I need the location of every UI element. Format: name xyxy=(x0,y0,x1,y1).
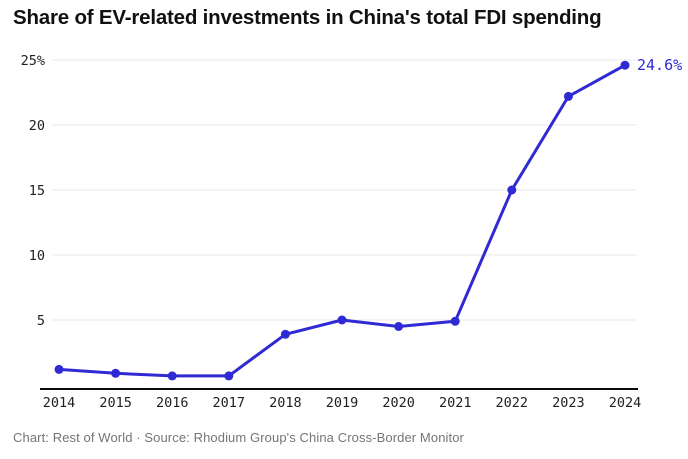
data-point xyxy=(620,60,630,70)
data-line xyxy=(57,63,627,378)
data-point xyxy=(167,371,177,381)
x-axis-tick-label: 2015 xyxy=(99,395,132,411)
x-axis-tick-label: 2019 xyxy=(326,395,359,411)
y-axis-tick-label: 20 xyxy=(29,118,45,134)
x-axis-tick-label: 2018 xyxy=(269,395,302,411)
y-axis-tick-label: 15 xyxy=(29,183,45,199)
chart-source-credit: Chart: Rest of World · Source: Rhodium G… xyxy=(13,430,464,445)
chart-title: Share of EV-related investments in China… xyxy=(13,6,602,29)
x-axis-tick-label: 2020 xyxy=(382,395,415,411)
data-point xyxy=(507,185,517,195)
x-axis-tick-label: 2014 xyxy=(43,395,76,411)
last-value-label: 24.6% xyxy=(637,56,682,74)
x-axis-tick-label: 2024 xyxy=(609,395,642,411)
y-axis-tick-label: 10 xyxy=(29,248,45,264)
data-point xyxy=(337,315,347,325)
data-point xyxy=(280,329,290,339)
data-point xyxy=(111,368,121,378)
y-axis-tick-label: 25% xyxy=(21,53,45,69)
data-point xyxy=(450,316,460,326)
data-point xyxy=(394,322,404,331)
data-point xyxy=(54,364,64,374)
x-axis-tick-label: 2016 xyxy=(156,395,189,411)
line-chart-canvas: 5 10 15 20 25% 2014 2015 2016 2017 2018 2019 2020 20… xyxy=(21,53,683,411)
x-axis-tick-label: 2023 xyxy=(552,395,585,411)
x-axis-tick-label: 2022 xyxy=(496,395,529,411)
y-axis-tick-label: 5 xyxy=(37,313,45,329)
data-point xyxy=(563,91,573,101)
data-point xyxy=(224,371,234,381)
x-axis-tick-label: 2017 xyxy=(213,395,246,411)
x-axis-tick-label: 2021 xyxy=(439,395,472,411)
